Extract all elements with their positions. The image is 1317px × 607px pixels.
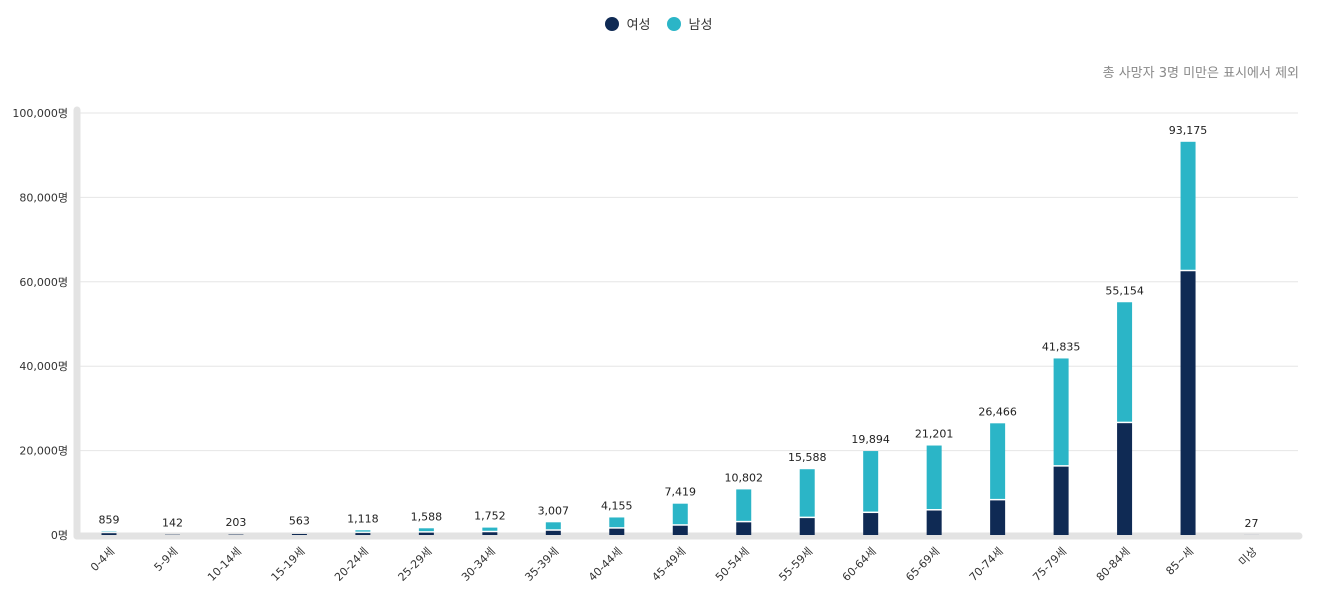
- total-label: 859: [99, 513, 120, 526]
- total-label: 21,201: [915, 428, 954, 441]
- bar-female: [545, 530, 561, 535]
- legend: 여성 남성: [0, 14, 1317, 33]
- bar-male: [863, 451, 879, 512]
- x-tick-label: 20-24세: [332, 545, 371, 584]
- bar-female: [672, 525, 688, 535]
- bar-male: [355, 530, 371, 532]
- y-tick-label: 80,000명: [19, 191, 68, 204]
- total-label: 4,155: [601, 499, 633, 512]
- exclusion-note: 총 사망자 3명 미만은 표시에서 제외: [1102, 66, 1299, 81]
- legend-label-male: 남성: [688, 18, 713, 33]
- x-tick-label: 35-39세: [522, 545, 561, 584]
- legend-item-female[interactable]: 여성: [604, 14, 651, 33]
- bar-male: [799, 469, 815, 517]
- bar-female: [291, 533, 307, 535]
- x-tick-label: 0-4세: [88, 545, 117, 574]
- y-tick-label: 0명: [51, 529, 68, 542]
- bar-male: [1053, 358, 1069, 466]
- bar-female: [1117, 423, 1133, 535]
- bar-male: [736, 489, 752, 521]
- bar-female: [736, 522, 752, 535]
- bar-male: [672, 503, 688, 525]
- bar-female: [418, 532, 434, 535]
- total-label: 26,466: [978, 405, 1017, 418]
- total-label: 27: [1245, 517, 1259, 530]
- total-label: 19,894: [851, 433, 890, 446]
- x-tick-label: 85~세: [1163, 545, 1196, 578]
- total-label: 563: [289, 515, 310, 528]
- y-tick-label: 40,000명: [19, 360, 68, 373]
- total-label: 1,118: [347, 512, 379, 525]
- x-tick-label: 65-69세: [903, 545, 942, 584]
- x-tick-label: 30-34세: [459, 545, 498, 584]
- bar-male: [545, 522, 561, 530]
- bar-female: [799, 518, 815, 535]
- bar-female: [1180, 271, 1196, 535]
- bar-male: [418, 528, 434, 532]
- total-label: 55,154: [1105, 284, 1144, 297]
- x-tick-label: 10-14세: [205, 545, 244, 584]
- x-tick-label: 60-64세: [840, 545, 879, 584]
- bar-male: [609, 517, 625, 528]
- bar-female: [926, 510, 942, 535]
- x-tick-label: 55-59세: [776, 545, 815, 584]
- legend-dot-female: [604, 16, 619, 31]
- y-tick-label: 60,000명: [19, 276, 68, 289]
- total-label: 93,175: [1169, 124, 1208, 137]
- y-tick-label: 100,000명: [12, 107, 68, 120]
- x-tick-label: 50-54세: [713, 545, 752, 584]
- legend-item-male[interactable]: 남성: [666, 14, 713, 33]
- total-label: 41,835: [1042, 340, 1081, 353]
- total-label: 10,802: [724, 471, 763, 484]
- x-tick-label: 80-84세: [1094, 545, 1133, 584]
- x-tick-label: 25-29세: [396, 545, 435, 584]
- bar-male: [1180, 141, 1196, 270]
- total-label: 7,419: [665, 486, 697, 499]
- bar-male: [482, 527, 498, 531]
- x-tick-label: 5-9세: [152, 545, 181, 574]
- bar-male: [990, 423, 1006, 499]
- total-label: 15,588: [788, 451, 827, 464]
- x-tick-label: 45-49세: [649, 545, 688, 584]
- x-tick-label: 75-79세: [1030, 545, 1069, 584]
- total-label: 1,752: [474, 510, 506, 523]
- bar-female: [990, 500, 1006, 535]
- bar-female: [1053, 466, 1069, 535]
- bar-female: [101, 533, 117, 535]
- total-label: 203: [225, 516, 246, 529]
- bar-female: [355, 533, 371, 535]
- x-tick-label: 15-19세: [269, 545, 308, 584]
- bar-male: [1117, 302, 1133, 422]
- legend-dot-male: [666, 16, 681, 31]
- bar-male: [926, 445, 942, 510]
- legend-label-female: 여성: [626, 18, 651, 33]
- bar-female: [863, 513, 879, 535]
- total-label: 1,588: [411, 510, 443, 523]
- x-tick-label: 40-44세: [586, 545, 625, 584]
- total-label: 3,007: [538, 504, 570, 517]
- bar-female: [482, 532, 498, 535]
- bar-female: [609, 528, 625, 535]
- x-tick-label: 70-74세: [967, 545, 1006, 584]
- x-tick-label: 미상: [1236, 545, 1260, 569]
- y-tick-label: 20,000명: [19, 445, 68, 458]
- total-label: 142: [162, 516, 183, 529]
